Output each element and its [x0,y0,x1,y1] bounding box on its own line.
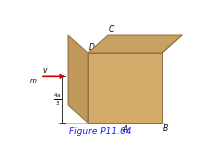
Text: 2a: 2a [120,42,130,51]
Text: m: m [30,78,37,84]
Polygon shape [88,53,162,123]
Text: $\frac{4a}{3}$: $\frac{4a}{3}$ [53,92,62,108]
Text: B: B [163,124,168,133]
Text: C: C [109,25,114,34]
Polygon shape [88,35,182,53]
Polygon shape [68,35,88,123]
Text: v: v [42,66,46,75]
Text: D: D [89,43,95,52]
Text: Figure P11.64: Figure P11.64 [69,127,131,136]
Text: A: A [122,125,128,134]
